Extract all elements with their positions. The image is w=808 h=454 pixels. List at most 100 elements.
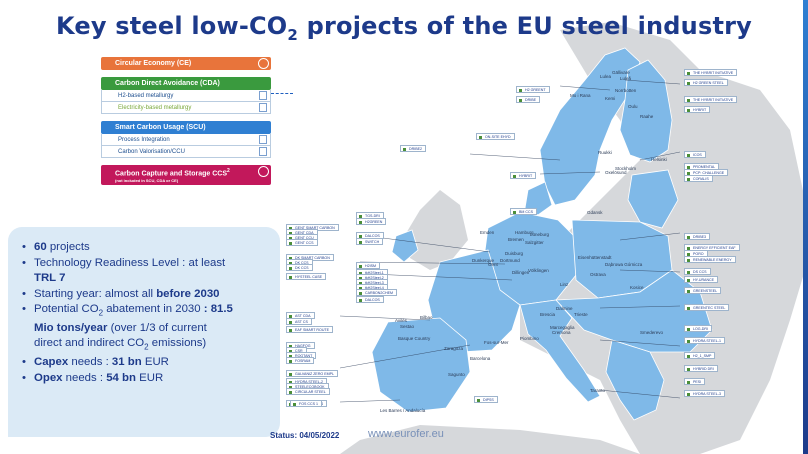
legend-carbon-capture-storage: Carbon Capture and Storage CCS2 (not inc… — [101, 165, 271, 185]
map-site-label: Piombino — [520, 336, 539, 341]
map-site-label: Sagunto — [448, 372, 465, 377]
map-site-label: Lulea — [600, 74, 612, 79]
scandinavia — [539, 47, 641, 206]
map-site-label: Gällivare — [612, 70, 630, 75]
project-tag: DK CCS — [286, 264, 313, 271]
project-tag: AST CS — [286, 318, 312, 325]
legend-electricity-metallurgy: Electricity-based metallurgy — [101, 102, 271, 114]
map-site-label: Sestao — [400, 324, 415, 329]
lightning-icon — [259, 103, 267, 112]
map-site-label: Oulu — [628, 104, 638, 109]
project-tag: H2_1_SMP — [684, 352, 716, 359]
map-site-label: Mo i Rana — [570, 93, 591, 98]
denmark — [524, 181, 553, 216]
ireland — [391, 229, 419, 263]
project-tag: LOG-DRI — [684, 325, 712, 332]
bullet-opex: Opex needs : 54 bn EUR — [22, 371, 270, 387]
legend-process-integration: Process Integration — [101, 134, 271, 146]
map-site-label: Taranto — [590, 388, 606, 393]
glass-icon — [258, 166, 269, 177]
key-figures-box: 60 projects Technology Readiness Level :… — [8, 227, 280, 437]
technology-legend: Circular Economy (CE) Carbon Direct Avoi… — [101, 57, 271, 185]
project-tag: DIPSS — [474, 396, 498, 403]
page-title: Key steel low-CO2 projects of the EU ste… — [56, 12, 752, 44]
map-site-label: Lüneburg — [530, 232, 550, 237]
map-site-label: Salzgitter — [525, 240, 544, 245]
map-site-label: Bilbao — [420, 315, 433, 320]
map-site-label: Avilés — [395, 318, 407, 323]
bullet-projects: 60 projects — [22, 240, 270, 256]
central-east — [555, 269, 713, 353]
map-site-label: Hamburg — [515, 230, 534, 235]
project-tag: CORALIS — [684, 175, 713, 182]
map-site-label: Ostrava — [590, 272, 606, 277]
map-site-label: Les Barres / Andalucía — [380, 408, 426, 413]
project-tag: HY-URANCE — [684, 276, 719, 283]
project-tag: H2ISM — [356, 262, 380, 269]
website-link[interactable]: www.eurofer.eu — [368, 428, 444, 440]
project-tag: FOS CCS 1 — [290, 400, 322, 407]
map-site-label: Dortmund — [500, 258, 520, 263]
project-tag: BM CCS — [510, 208, 537, 215]
map-site-label: Dalmine — [556, 306, 573, 311]
map-site-label: Oxelösund — [605, 170, 627, 175]
france — [427, 249, 521, 353]
map-site-label: Dunkerque — [472, 258, 495, 263]
map-site-label: Luleå — [620, 76, 632, 81]
flask-icon — [259, 147, 267, 156]
project-tag: DRIBE3 — [684, 233, 710, 240]
project-tag: GREENSTEEL — [684, 287, 722, 294]
map-site-label: Raahe — [640, 114, 654, 119]
bullet-trl: Technology Readiness Level : at leastTRL… — [22, 256, 270, 287]
iberia — [371, 317, 471, 413]
project-tag: ENERGY EFFICIENT EAF — [684, 244, 740, 251]
map-site-label: Fos-sur-Mer — [484, 340, 509, 345]
map-site-label: Bremen — [508, 237, 524, 242]
map-site-label: Kosice — [630, 285, 644, 290]
legend-carbon-direct-avoidance: Carbon Direct Avoidance (CDA) — [101, 77, 271, 90]
legend-h2-metallurgy: H2-based metallurgy — [101, 90, 271, 102]
map-site-label: Stockholm — [615, 166, 637, 171]
map-site-label: Norrbotten — [615, 88, 637, 93]
edge-accent-bar — [803, 0, 808, 454]
status-date: Status: 04/05/2022 — [270, 431, 340, 440]
project-tag: HYBRIT — [684, 106, 711, 113]
map-site-label: Duisburg — [505, 251, 524, 256]
project-tag: ON-SITE EHYD — [476, 133, 515, 140]
map-site-label: Völklingen — [528, 268, 549, 273]
project-tag: H2 GREEN STEEL — [684, 79, 728, 86]
map-site-label: Kemi — [605, 96, 616, 101]
map-site-label: Gdansk — [587, 210, 603, 215]
project-tag: GALVANIZ ZERO EMPL — [286, 370, 339, 377]
project-tag: CIRCULAR STEEL — [286, 388, 330, 395]
map-site-label: Eisenhüttenstadt — [578, 255, 612, 260]
project-tag: HYSTEEL CASE — [286, 273, 327, 280]
project-tag: RENEWABLE ENERGY — [684, 256, 736, 263]
project-tag: SWITCH — [356, 238, 384, 245]
map-site-label: Smederevo — [640, 330, 664, 335]
non-eu-land-north-africa — [340, 425, 640, 454]
project-tag: GREENTEC STEEL — [684, 304, 730, 311]
map-site-label: Basque Country — [398, 336, 431, 341]
project-tag: GENT CCS — [286, 239, 318, 246]
legend-ccs-note: (not included in SCU, CDA or CE) — [115, 178, 179, 184]
bullet-capex: Capex needs : 31 bn EUR — [22, 355, 270, 371]
project-tag: ICOS — [684, 151, 706, 158]
map-site-label: Gent — [488, 262, 498, 267]
map-site-label: Cremona — [552, 330, 571, 335]
map-site-label: Linz — [560, 282, 569, 287]
legend-smart-carbon-usage: Smart Carbon Usage (SCU) — [101, 121, 271, 134]
map-site-label: Helsinki — [651, 157, 667, 162]
project-tag: HYBRID DRI — [684, 365, 718, 372]
project-tag: HYDRA STEEL-1 — [684, 337, 725, 344]
project-tag: PESI — [684, 378, 706, 385]
project-tag: HYBRIT — [510, 172, 537, 179]
balkans-greece — [605, 339, 665, 421]
bullet-co2-abatement: Potential CO2 abatement in 2030 : 81.5Mi… — [22, 302, 270, 355]
map-site-label: Dillingen — [512, 270, 530, 275]
project-tag: HYDRA STEEL-3 — [684, 390, 725, 397]
project-tag: DS CCS — [684, 268, 711, 275]
baltics — [627, 169, 679, 229]
project-tag: THE HYBRIT INITIATIVE — [684, 96, 738, 103]
